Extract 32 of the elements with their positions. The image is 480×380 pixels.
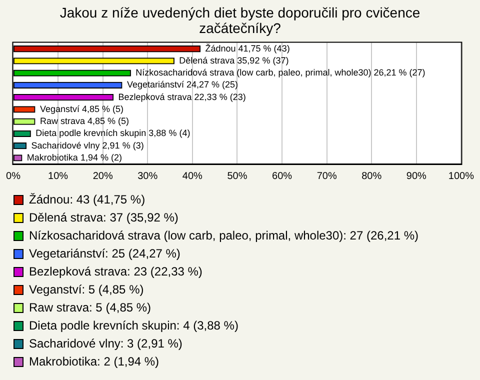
- legend-label: Nízkosacharidová strava (low carb, paleo, primal, whole30): 27 (26,21 %): [29, 228, 419, 242]
- chart-title: Jakou z níže uvedených diet byste doporučili pro cvičence začátečníky?: [60, 4, 420, 36]
- x-tick-label: 80%: [362, 170, 382, 182]
- data-label: Nízkosacharidová strava (low carb, paleo, primal, whole30) 26,21 % (27): [136, 68, 426, 78]
- data-label: Raw strava 4,85 % (5): [40, 116, 129, 126]
- data-label: Bezlepková strava 22,33 % (23): [118, 92, 246, 102]
- data-label: Sacharidové vlny 2,91 % (3): [31, 140, 144, 150]
- x-tick-label: 0%: [6, 170, 21, 182]
- legend-label: Vegetariánství: 25 (24,27 %): [29, 246, 180, 260]
- x-tick-label: 40%: [182, 170, 203, 182]
- x-tick-label: 50%: [227, 170, 248, 182]
- legend-label: Dělená strava: 37 (35,92 %): [29, 210, 178, 224]
- x-tick-label: 30%: [138, 170, 158, 182]
- legend-label: Sacharidové vlny: 3 (2,91 %): [29, 336, 182, 350]
- data-label: Makrobiotika 1,94 % (2): [26, 152, 122, 162]
- data-label: Dělená strava 35,92 % (37): [179, 55, 289, 66]
- data-label: Veganství 4,85 % (5): [40, 104, 124, 114]
- legend-label: Makrobiotika: 2 (1,94 %): [29, 354, 160, 368]
- legend-label: Raw strava: 5 (4,85 %): [29, 300, 152, 314]
- data-label: Dieta podle krevních skupin 3,88 % (4): [36, 128, 190, 138]
- x-tick-label: 60%: [272, 170, 292, 182]
- legend-label: Veganství: 5 (4,85 %): [29, 282, 144, 296]
- legend-label: Bezlepková strava: 23 (22,33 %): [29, 264, 202, 278]
- data-label: Vegetariánství 24,27 % (25): [126, 80, 238, 90]
- x-tick-label: 10%: [48, 170, 68, 182]
- legend-label: Dieta podle krevních skupin: 4 (3,88 %): [29, 318, 238, 332]
- x-tick-label: 100%: [448, 170, 474, 182]
- x-tick-label: 20%: [92, 170, 113, 182]
- x-tick-label: 90%: [406, 170, 427, 182]
- data-label: Žádnou 41,75 % (43): [205, 43, 290, 54]
- legend-label: Žádnou: 43 (41,75 %): [29, 192, 146, 206]
- x-tick-label: 70%: [316, 170, 337, 182]
